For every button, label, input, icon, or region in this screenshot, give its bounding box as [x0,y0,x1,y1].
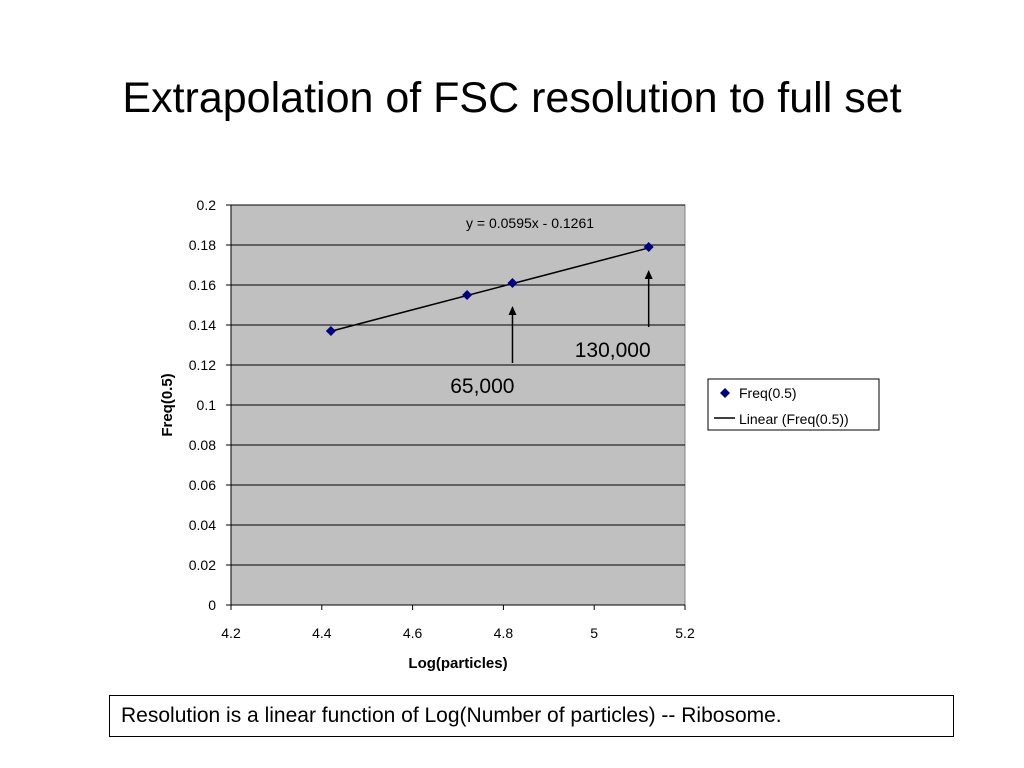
data-point [507,278,518,288]
legend-entry-series: Freq(0.5) [739,385,797,401]
y-tick-label: 0.18 [189,237,216,253]
caption-box: Resolution is a linear function of Log(N… [109,695,954,737]
data-points [325,242,654,336]
annotation-label: 130,000 [575,339,651,362]
y-tick-label: 0.2 [197,197,217,213]
trendline-equation: y = 0.0595x - 0.1261 [466,215,594,231]
annotation-arrow-head [508,306,517,315]
legend-entry-trendline: Linear (Freq(0.5)) [739,411,849,427]
data-point [325,326,336,336]
y-tick-label: 0.14 [189,317,216,333]
chart: 0 0.02 0.04 0.06 0.08 0.1 0.12 0.14 0.16 0.18 0.2 4… [159,197,880,672]
data-point [643,242,654,252]
y-tick-label: 0.08 [189,437,216,453]
y-tick-label: 0 [208,597,216,613]
y-tick-label: 0.16 [189,277,216,293]
legend: Freq(0.5) Linear (Freq(0.5)) [707,378,880,431]
annotations: 65,000 130,000 [450,270,653,398]
x-axis-label: Log(particles) [408,655,507,672]
trendline-line [330,247,649,332]
x-tick-label: 5 [590,625,598,641]
y-tick-label: 0.12 [189,357,216,373]
y-tick-label: 0.1 [197,397,217,413]
grid-lines [231,204,685,566]
y-tick-label: 0.06 [189,477,216,493]
x-tick-label: 4.6 [403,625,423,641]
legend-box [707,378,880,431]
legend-diamond-marker [720,388,730,398]
x-tick-label: 4.2 [221,625,241,641]
y-tick-label: 0.02 [189,557,216,573]
axes: 0 0.02 0.04 0.06 0.08 0.1 0.12 0.14 0.16 0.18 0.2 4… [189,197,695,641]
x-tick-label: 5.2 [675,625,695,641]
annotation-arrow-head [644,270,653,279]
annotation-label: 65,000 [450,375,514,398]
trendline [330,247,649,332]
y-axis-label: Freq(0.5) [159,373,176,436]
data-point [462,290,473,300]
slide-title: Extrapolation of FSC resolution to full … [122,74,902,122]
x-tick-label: 4.8 [494,625,514,641]
y-tick-label: 0.04 [189,517,216,533]
x-tick-label: 4.4 [312,625,332,641]
